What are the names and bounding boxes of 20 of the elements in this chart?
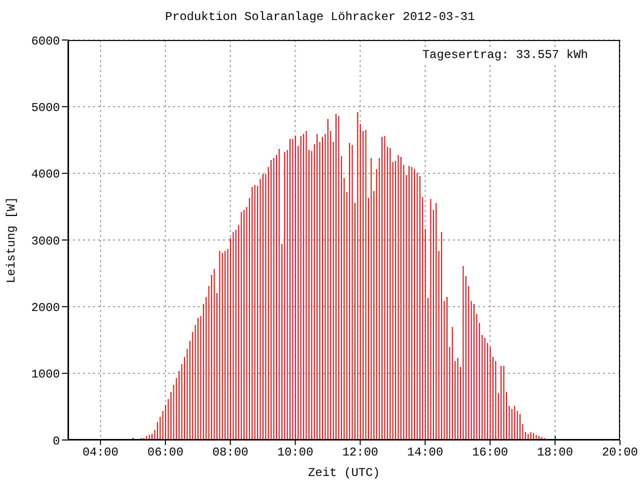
x-tick-label: 12:00: [342, 446, 378, 460]
x-tick-label: 04:00: [82, 446, 118, 460]
y-tick-label: 4000: [31, 168, 60, 182]
x-tick-label: 14:00: [407, 446, 444, 460]
y-tick-label: 6000: [31, 34, 60, 48]
x-tick-label: 18:00: [537, 446, 574, 460]
x-tick-label: 16:00: [472, 446, 508, 460]
y-tick-label: 5000: [31, 100, 60, 115]
x-axis-title: Zeit (UTC): [308, 466, 380, 480]
x-tick-label: 08:00: [212, 446, 248, 460]
x-tick-label: 10:00: [277, 446, 314, 460]
x-tick-label: 20:00: [602, 446, 638, 460]
y-axis-title: Leistung [W]: [4, 196, 18, 284]
y-tick-label: 0: [52, 434, 60, 448]
y-tick-label: 3000: [31, 234, 60, 248]
y-tick-label: 1000: [31, 368, 60, 382]
annotation: Tagesertrag: 33.557 kWh: [422, 48, 588, 62]
chart-title: Produktion Solaranlage Löhracker 2012-03-31: [164, 10, 476, 24]
y-tick-label: 2000: [31, 300, 60, 315]
x-tick-label: 06:00: [147, 446, 184, 460]
